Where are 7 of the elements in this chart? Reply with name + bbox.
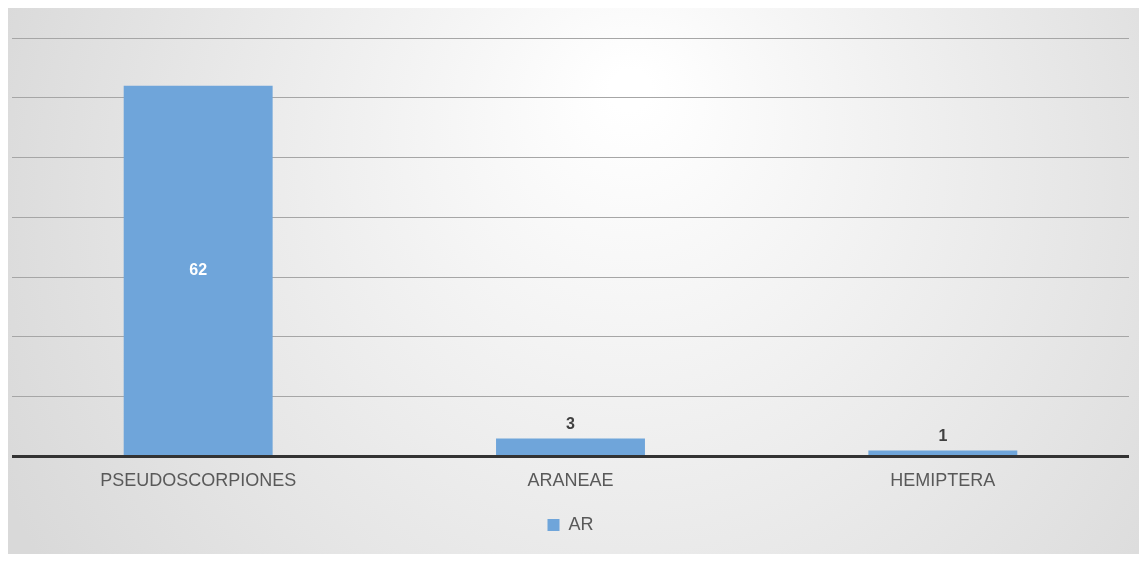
x-tick-label: ARANEAE [527, 470, 614, 491]
data-label: 1 [938, 426, 948, 444]
data-label: 62 [189, 260, 208, 278]
x-tick-label: PSEUDOSCORPIONES [100, 470, 297, 491]
data-label: 3 [566, 414, 576, 432]
legend-label: AR [568, 513, 594, 534]
x-tick-label: HEMIPTERA [890, 470, 996, 491]
